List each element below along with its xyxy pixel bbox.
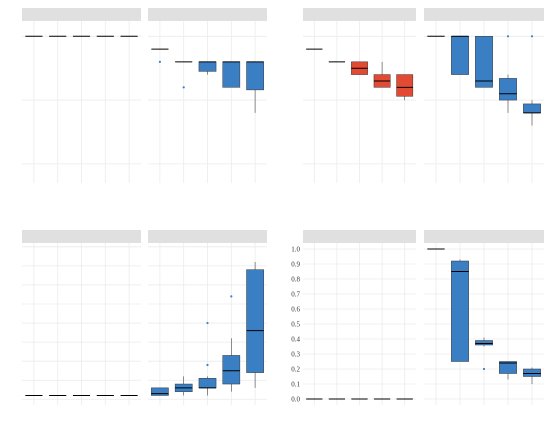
- box-body: [198, 61, 217, 72]
- facet-strip: [303, 8, 416, 21]
- box-body: [246, 269, 264, 373]
- boxplot-box: [174, 376, 193, 396]
- facet-strip: [22, 230, 141, 243]
- outlier-point: [482, 367, 486, 371]
- box-body: [523, 103, 541, 114]
- box-body: [198, 378, 217, 389]
- outlier-point: [206, 363, 209, 367]
- y-tick-label: 0.0: [291, 395, 300, 403]
- boxplot-box: [246, 61, 264, 113]
- boxplot-box: [523, 367, 541, 384]
- outlier-point: [530, 35, 534, 38]
- box-body: [246, 61, 264, 91]
- boxplot-box: [499, 361, 517, 380]
- box-body: [451, 260, 469, 362]
- chart-panel-c: [22, 230, 267, 405]
- y-tick-label: 0.6: [291, 305, 300, 313]
- y-tick-label: 0.2: [291, 365, 300, 373]
- box-body: [499, 78, 517, 101]
- box-body: [523, 368, 541, 377]
- y-tick-label: 0.9: [291, 260, 300, 268]
- box-body: [499, 361, 517, 374]
- chart-panel-b: [303, 8, 544, 183]
- outlier-point: [182, 86, 185, 89]
- boxplot-box: [451, 35, 469, 75]
- box-body: [151, 387, 169, 396]
- box-body: [222, 61, 241, 88]
- boxplot-box: [523, 35, 541, 126]
- box-body: [396, 74, 414, 97]
- boxplot-box: [351, 61, 368, 75]
- facet-false-negative: [424, 230, 544, 405]
- y-tick-label: 0.1: [291, 380, 300, 388]
- box-body: [451, 36, 469, 75]
- facet-false-positive: [303, 230, 416, 405]
- facet-false-positive: [303, 8, 416, 183]
- y-tick-label: 0.4: [291, 335, 300, 343]
- facet-false-positive: [22, 8, 141, 183]
- boxplot-box: [475, 337, 493, 371]
- boxplot-box: [373, 61, 391, 88]
- boxplot-box: [151, 387, 169, 396]
- box-body: [222, 355, 241, 385]
- y-tick-label: 1.0: [291, 245, 300, 253]
- y-tick-label: 0.8: [291, 275, 300, 283]
- boxplot-box: [475, 36, 493, 88]
- y-tick-label: 0.3: [291, 350, 300, 358]
- outlier-point: [230, 295, 233, 298]
- chart-panel-d: 0.0 0.1 0.2 0.3 0.4 0.5 0.6 0.7 0.8 0.9 1.0: [291, 230, 544, 405]
- facet-false-positive: [22, 230, 141, 405]
- facet-strip: [424, 230, 544, 243]
- facet-false-negative: [424, 8, 544, 183]
- facet-false-negative: [148, 8, 267, 183]
- chart-panel-a: [22, 8, 267, 183]
- outlier-point: [506, 35, 510, 38]
- outlier-point: [158, 60, 161, 63]
- y-tick-label: 0.7: [291, 290, 300, 298]
- boxplot-box: [396, 74, 414, 101]
- y-tick-label: 0.5: [291, 320, 300, 328]
- boxplot-box: [246, 262, 264, 388]
- facet-false-negative: [148, 230, 267, 405]
- boxplot-box: [222, 61, 241, 88]
- facet-strip: [303, 230, 416, 243]
- outlier-point: [206, 321, 209, 325]
- facet-strip: [424, 8, 544, 21]
- boxplot-box: [222, 295, 241, 392]
- box-body: [475, 340, 493, 346]
- boxplot-box: [451, 259, 469, 362]
- boxplot-box: [198, 61, 217, 75]
- boxplot-box: [151, 48, 169, 63]
- boxplot-box: [499, 35, 517, 113]
- box-body: [475, 36, 493, 88]
- facet-strip: [148, 8, 267, 21]
- facet-strip: [148, 230, 267, 243]
- boxplot-box: [198, 321, 217, 396]
- facet-strip: [22, 8, 141, 21]
- boxplot-box: [175, 61, 193, 89]
